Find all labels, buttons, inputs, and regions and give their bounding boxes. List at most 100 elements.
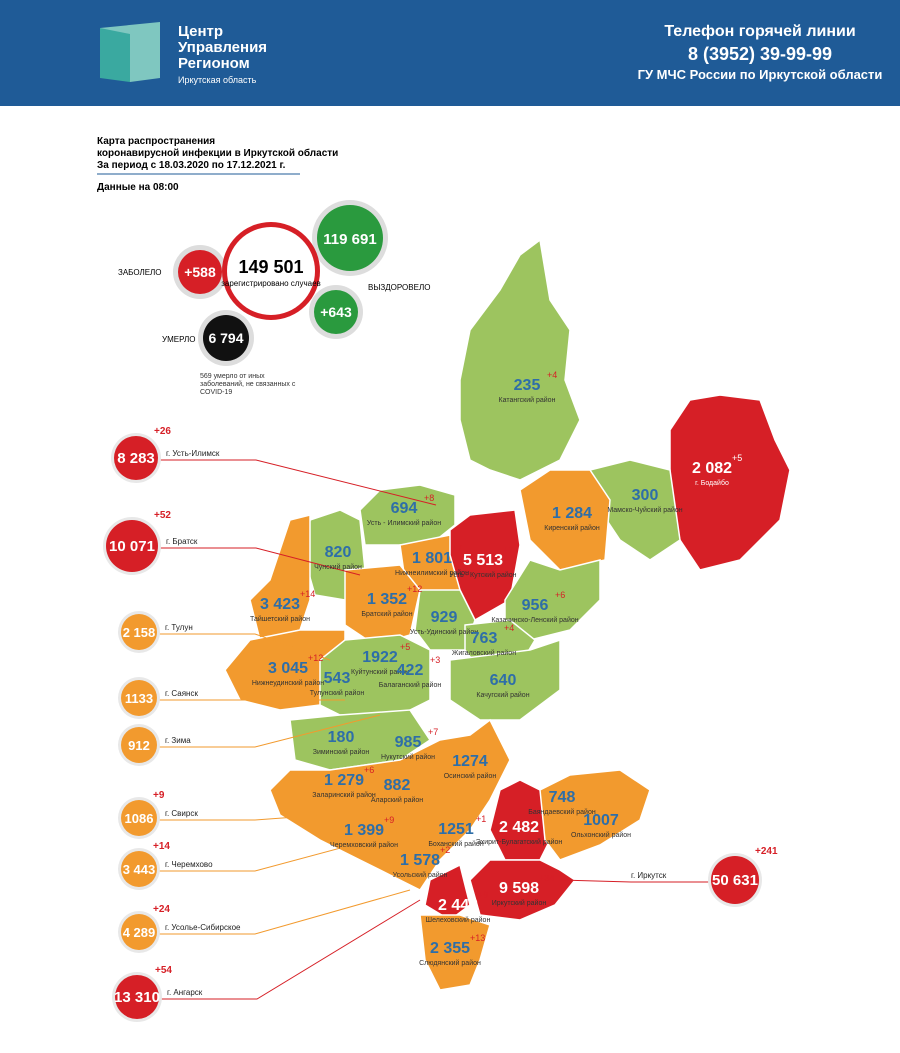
recovered-delta: +643 — [320, 304, 352, 320]
connector — [559, 879, 711, 883]
sick-delta: +588 — [184, 264, 216, 280]
note: 569 умерло от иных заболеваний, не связа… — [200, 373, 296, 396]
district-name: Заларинский район — [312, 791, 376, 799]
district-delta: +9 — [478, 890, 488, 900]
district-name: Усть-Удинский район — [410, 628, 478, 636]
total-caption: зарегистрировано случаев — [221, 279, 321, 288]
district-delta: +4 — [547, 370, 557, 380]
district-name: Боханский район — [428, 840, 484, 848]
district-value: 1 279 — [324, 772, 364, 789]
city-value: 13 310 — [114, 989, 160, 1006]
district-name: Тулунский район — [310, 689, 365, 697]
city-label: г. Иркутск — [631, 871, 667, 880]
org: ГУ МЧС России по Иркутской области — [638, 67, 883, 82]
district-name: Иркутский район — [492, 899, 547, 907]
district-delta: +3 — [430, 655, 440, 665]
district-name: Ольхонский район — [571, 831, 631, 839]
district-name: Аларский район — [371, 796, 423, 804]
city-bubble — [106, 520, 158, 572]
district-value: 2 443 — [438, 897, 478, 914]
district-name: Зиминский район — [313, 748, 370, 756]
summary — [173, 200, 388, 366]
district-delta: +5 — [732, 453, 742, 463]
district-delta: +8 — [424, 493, 434, 503]
label: УМЕРЛО — [162, 335, 195, 344]
data-time: Данные на 08:00 — [97, 182, 179, 193]
city-bubble — [121, 680, 157, 716]
district-value: 640 — [490, 672, 517, 689]
district-name: Эхирит-Булагатский район — [476, 838, 563, 846]
district-name: Баяндаевский район — [528, 808, 596, 816]
city-bubble — [121, 914, 157, 950]
district-value: 763 — [471, 630, 498, 647]
district-value: 2 482 — [499, 819, 539, 836]
district-value: 1007 — [583, 812, 619, 829]
city-value: 3 443 — [123, 862, 156, 877]
city-value: 4 289 — [123, 925, 156, 940]
city-label: г. Черемхово — [165, 860, 213, 869]
district-delta: +4 — [504, 623, 514, 633]
district-name: Жигаловский район — [452, 649, 516, 657]
city-bubble — [121, 614, 157, 650]
district-value: 748 — [549, 789, 576, 806]
city-value: 50 631 — [712, 872, 758, 889]
city-bubble — [121, 727, 157, 763]
district-delta: +12 — [407, 584, 422, 594]
district-name: Черемховский район — [330, 841, 398, 849]
district-value: 543 — [324, 670, 351, 687]
city-value: 2 158 — [123, 625, 156, 640]
district-value: 180 — [328, 729, 355, 746]
city-bubble — [115, 975, 159, 1019]
connector — [158, 547, 361, 576]
city-label: г. Ангарск — [167, 988, 203, 997]
city-delta: +241 — [755, 846, 778, 857]
district-name: Братский район — [361, 610, 412, 618]
city-label: г. Свирск — [165, 809, 198, 818]
city-delta: +52 — [154, 510, 171, 521]
city-bubble — [114, 436, 158, 480]
district-name: Слюдянский район — [419, 959, 481, 967]
connector — [157, 831, 401, 872]
district-delta: +13 — [470, 933, 485, 943]
city-label: г. Усолье-Сибирское — [165, 923, 241, 932]
city-label: г. Саянск — [165, 689, 198, 698]
district-value: 820 — [325, 544, 352, 561]
recovered: 119 691 — [323, 231, 376, 248]
note-box: 569 умерло от иных заболеваний, не связа… — [200, 373, 296, 396]
district-name: г. Бодайбо — [695, 479, 729, 487]
district-value: 1922 — [362, 649, 398, 666]
title: Карта распространения — [97, 136, 215, 147]
map — [224, 238, 791, 991]
district-delta: +1 — [476, 814, 486, 824]
connector — [158, 459, 437, 506]
connector — [157, 633, 331, 661]
district-delta: +7 — [452, 543, 462, 553]
logo — [100, 22, 160, 82]
died: 6 794 — [208, 330, 243, 346]
city-value: 1086 — [125, 811, 154, 826]
district-name: Усольский район — [393, 871, 448, 879]
district-value: 3 423 — [260, 596, 300, 613]
city-delta: +54 — [155, 965, 172, 976]
city-bubble — [121, 800, 157, 836]
district-value: 300 — [632, 487, 659, 504]
district-value: 1251 — [438, 821, 474, 838]
district-value: 9 598 — [499, 880, 539, 897]
district-delta: +34 — [539, 873, 554, 883]
city-bubble — [711, 856, 759, 904]
logo-text: Центр — [178, 23, 223, 40]
district-value: 5 513 — [463, 552, 503, 569]
district-name: Нукутский район — [381, 753, 435, 761]
district-delta: +6 — [364, 765, 374, 775]
district-name: Усть - Илимский район — [367, 519, 441, 527]
district-delta: +2 — [440, 845, 450, 855]
district-name: Чунский район — [314, 563, 362, 571]
district-value: 1274 — [452, 753, 488, 770]
district-name: Куйтунский район — [351, 668, 409, 676]
city-label: г. Усть-Илимск — [166, 449, 220, 458]
district-value: 3 045 — [268, 660, 308, 677]
district-name: Нижнеилимский район — [395, 569, 469, 577]
city-delta: +24 — [153, 904, 170, 915]
